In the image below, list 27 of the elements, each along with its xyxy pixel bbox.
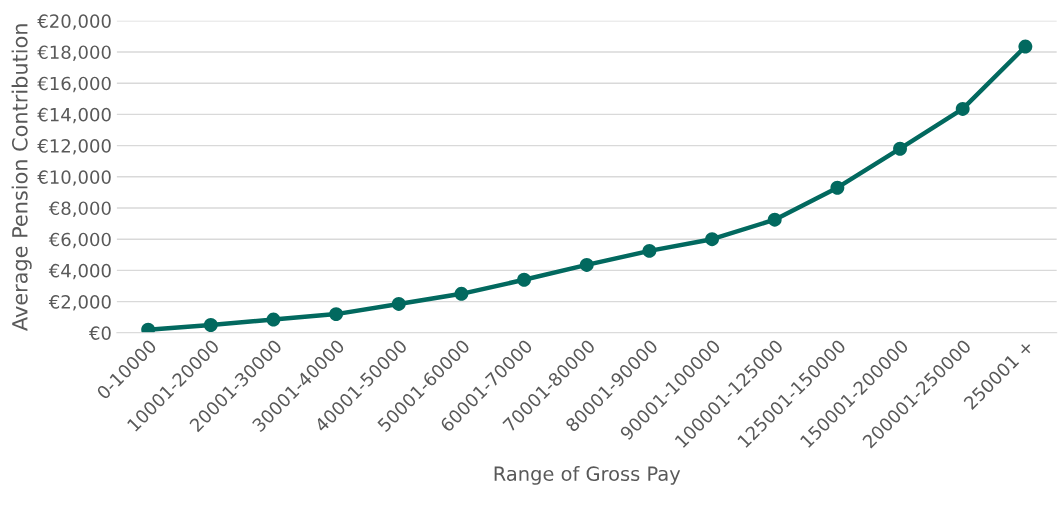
- point: [642, 243, 657, 258]
- y-tick-label: €14,000: [37, 107, 111, 124]
- point: [579, 258, 594, 272]
- point: [893, 141, 907, 156]
- y-tick-label: €0: [88, 326, 111, 340]
- point: [830, 180, 845, 195]
- point: [1018, 39, 1033, 54]
- point: [454, 286, 469, 301]
- point: [203, 318, 218, 332]
- point: [329, 307, 344, 322]
- point: [266, 312, 281, 327]
- y-tick-label: €20,000: [37, 14, 111, 30]
- point: [767, 212, 782, 227]
- point: [705, 232, 720, 247]
- y-tick-label: €2,000: [48, 295, 111, 311]
- y-tick-label: €10,000: [37, 170, 111, 186]
- y-tick-label: €18,000: [37, 45, 111, 61]
- point: [955, 102, 970, 116]
- y-tick-label: €4,000: [48, 263, 111, 280]
- y-axis-title: Average Pension Contribution: [11, 24, 32, 331]
- point: [517, 272, 532, 287]
- y-tick-label: €12,000: [37, 139, 111, 155]
- x-axis-title: Range of Gross Pay: [494, 465, 681, 485]
- y-tick-label: €16,000: [37, 76, 111, 93]
- point: [391, 297, 406, 311]
- y-tick-label: €6,000: [48, 232, 111, 249]
- y-tick-label: €8,000: [48, 201, 111, 217]
